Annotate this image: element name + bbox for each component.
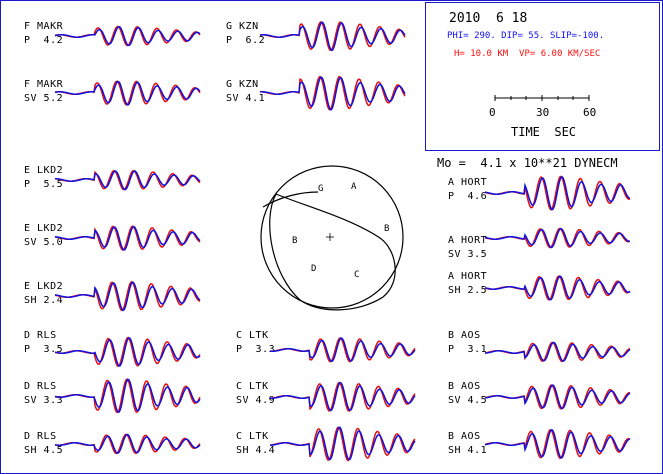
synthetic-waveform [259,21,406,52]
station-name: E LKD2 [24,281,64,292]
beachball [260,165,404,311]
nodal-plane-2 [262,191,319,208]
phase-amplitude: P 4.6 [448,191,488,202]
station-name: C LTK [236,381,269,392]
mechanism-params: PHI= 290. DIP= 55. SLIP=-100. [447,31,605,41]
phase-amplitude: SV 4.1 [226,93,266,104]
beachball-label-d: D [311,264,317,274]
phase-amplitude: SV 4.5 [448,395,488,406]
phase-amplitude: P 3.5 [24,344,64,355]
station-name: A HORT [448,271,488,282]
phase-amplitude: SV 3.3 [24,395,64,406]
phase-amplitude: SH 4.5 [24,445,64,456]
synthetic-waveform [484,227,630,249]
synthetic-waveform [484,384,631,410]
station-name: C LTK [236,431,269,442]
phase-amplitude: SV 4.9 [236,395,276,406]
synthetic-waveform [54,433,201,454]
station-name: D RLS [24,330,57,341]
synthetic-waveform [54,378,201,413]
depth-velocity: H= 10.0 KM VP= 6.00 KM/SEC [454,49,601,59]
event-date: 2010 6 18 [449,11,528,26]
phase-amplitude: P 6.2 [226,35,266,46]
phase-amplitude: SH 2.4 [24,295,64,306]
phase-amplitude: SH 4.1 [448,445,488,456]
synthetic-waveform [484,275,631,301]
synthetic-waveform [269,337,416,363]
synthetic-waveform [54,225,201,251]
station-name: D RLS [24,431,57,442]
station-name: D RLS [24,381,57,392]
phase-amplitude: P 3.3 [236,344,276,355]
synthetic-waveform [55,170,201,191]
beachball-label-b-right: B [384,224,390,234]
station-name: E LKD2 [24,223,64,234]
station-name: A HORT [448,177,488,188]
timescale-label: TIME SEC [511,125,577,139]
observed-waveform [259,20,406,52]
station-name: E LKD2 [24,165,64,176]
timescale-bar [494,95,590,101]
beachball-label-b-left: B [292,236,298,246]
synthetic-waveform [269,381,416,412]
info-box [425,2,660,151]
phase-amplitude: SH 4.4 [236,445,276,456]
synthetic-waveform [484,341,631,362]
observed-waveform [54,433,201,455]
phase-amplitude: SV 5.2 [24,93,64,104]
beachball-label-c: C [354,270,360,280]
station-name: F MAKR [24,79,64,90]
station-name: B AOS [448,330,481,341]
timescale-tick-0: 0 [489,106,496,119]
timescale-tick-60: 60 [583,106,597,119]
phase-amplitude: P 4.2 [24,35,64,46]
station-name: A HORT [448,235,488,246]
phase-amplitude: SH 2.5 [448,285,488,296]
phase-amplitude: SV 5.0 [24,237,64,248]
synthetic-waveform [484,175,631,211]
synthetic-waveform [270,426,416,461]
nodal-plane-1 [269,193,396,311]
station-name: C LTK [236,330,269,341]
station-name: G KZN [226,79,259,90]
synthetic-waveform [54,336,201,367]
observed-waveform [54,80,201,106]
synthetic-waveform [259,76,406,111]
station-name: F MAKR [24,21,64,32]
synthetic-waveform [54,80,201,106]
phase-amplitude: SV 3.5 [448,249,488,260]
phase-amplitude: P 5.5 [24,179,64,190]
synthetic-waveform [484,428,631,459]
beachball-label-a: A [351,182,357,192]
phase-amplitude: P 3.1 [448,344,488,355]
observed-waveform [54,25,201,47]
station-name: B AOS [448,431,481,442]
observed-waveform [270,337,416,363]
focal-sphere [260,165,404,309]
seismic-moment: Mo = 4.1 x 10**21 DYNECM [437,156,618,170]
synthetic-waveform [54,25,201,47]
timescale-tick-30: 30 [536,106,550,119]
synthetic-waveform [54,281,201,312]
observed-waveform [54,378,201,414]
station-name: G KZN [226,21,259,32]
station-name: B AOS [448,381,481,392]
beachball-label-g: G [318,184,324,194]
